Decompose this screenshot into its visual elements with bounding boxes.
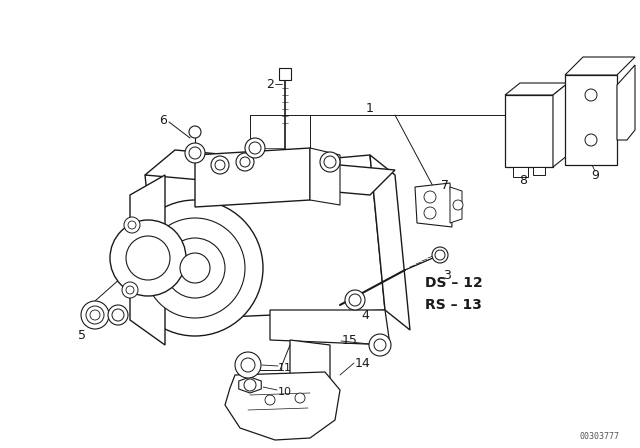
Circle shape [585, 89, 597, 101]
Text: 5: 5 [78, 328, 86, 341]
Circle shape [245, 138, 265, 158]
Text: 3: 3 [443, 268, 451, 281]
Circle shape [249, 142, 261, 154]
Circle shape [435, 250, 445, 260]
Polygon shape [553, 83, 568, 167]
Circle shape [189, 147, 201, 159]
Polygon shape [270, 310, 390, 345]
Circle shape [349, 294, 361, 306]
Circle shape [374, 339, 386, 351]
Text: 4: 4 [361, 309, 369, 322]
Polygon shape [225, 372, 340, 440]
Text: 1: 1 [366, 102, 374, 115]
Circle shape [295, 393, 305, 403]
Circle shape [185, 143, 205, 163]
Circle shape [453, 200, 463, 210]
Text: 15: 15 [342, 333, 358, 346]
Text: 8: 8 [519, 173, 527, 186]
Circle shape [124, 217, 140, 233]
Polygon shape [290, 340, 330, 380]
Polygon shape [310, 148, 340, 205]
Circle shape [81, 301, 109, 329]
Circle shape [211, 156, 229, 174]
Polygon shape [450, 187, 462, 223]
Circle shape [265, 395, 275, 405]
Circle shape [320, 152, 340, 172]
Text: 00303777: 00303777 [580, 431, 620, 440]
Text: 6: 6 [159, 113, 167, 126]
Text: 10: 10 [278, 387, 292, 397]
Circle shape [236, 153, 254, 171]
Circle shape [112, 309, 124, 321]
Circle shape [126, 286, 134, 294]
Circle shape [424, 207, 436, 219]
Circle shape [110, 220, 186, 296]
Polygon shape [370, 155, 410, 330]
Text: 9: 9 [591, 168, 599, 181]
Circle shape [86, 306, 104, 324]
Polygon shape [130, 175, 165, 345]
Bar [279, 68, 291, 80]
Text: 14: 14 [355, 357, 371, 370]
Circle shape [324, 156, 336, 168]
Circle shape [90, 310, 100, 320]
Polygon shape [239, 377, 261, 393]
Bar [513, 167, 528, 177]
Circle shape [126, 236, 170, 280]
Polygon shape [505, 83, 568, 95]
Text: DS – 12: DS – 12 [425, 276, 483, 290]
Text: 11: 11 [278, 363, 292, 373]
Polygon shape [415, 183, 452, 227]
Circle shape [424, 191, 436, 203]
Circle shape [432, 247, 448, 263]
Circle shape [345, 290, 365, 310]
Circle shape [585, 134, 597, 146]
Circle shape [108, 305, 128, 325]
Bar [565, 75, 617, 165]
Circle shape [240, 157, 250, 167]
Polygon shape [145, 150, 395, 195]
Circle shape [180, 253, 210, 283]
Bar [533, 167, 545, 175]
Polygon shape [195, 148, 310, 207]
Text: 7: 7 [441, 178, 449, 191]
Circle shape [241, 358, 255, 372]
Text: 2: 2 [266, 78, 274, 90]
Circle shape [244, 379, 256, 391]
Circle shape [127, 200, 263, 336]
Circle shape [369, 334, 391, 356]
Circle shape [128, 221, 136, 229]
Polygon shape [617, 65, 635, 140]
Circle shape [122, 282, 138, 298]
Circle shape [235, 352, 261, 378]
Circle shape [189, 126, 201, 138]
Circle shape [215, 160, 225, 170]
Polygon shape [565, 57, 635, 75]
Polygon shape [145, 155, 385, 320]
Bar [505, 95, 553, 167]
Circle shape [145, 218, 245, 318]
Text: RS – 13: RS – 13 [425, 298, 482, 312]
Circle shape [165, 238, 225, 298]
